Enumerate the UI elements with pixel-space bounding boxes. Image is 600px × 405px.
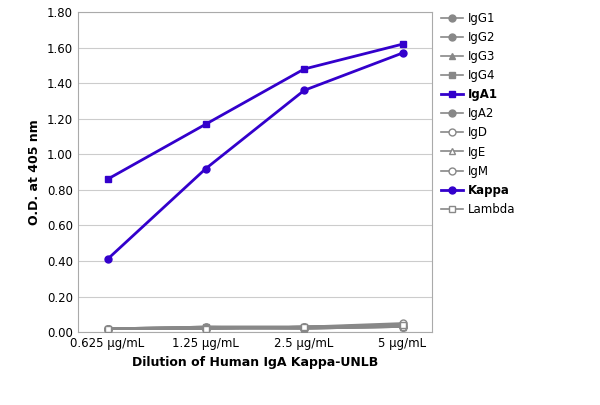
Legend: IgG1, IgG2, IgG3, IgG4, IgA1, IgA2, IgD, IgE, IgM, Kappa, Lambda: IgG1, IgG2, IgG3, IgG4, IgA1, IgA2, IgD,… xyxy=(442,12,515,216)
X-axis label: Dilution of Human IgA Kappa-UNLB: Dilution of Human IgA Kappa-UNLB xyxy=(132,356,378,369)
Y-axis label: O.D. at 405 nm: O.D. at 405 nm xyxy=(28,119,41,225)
